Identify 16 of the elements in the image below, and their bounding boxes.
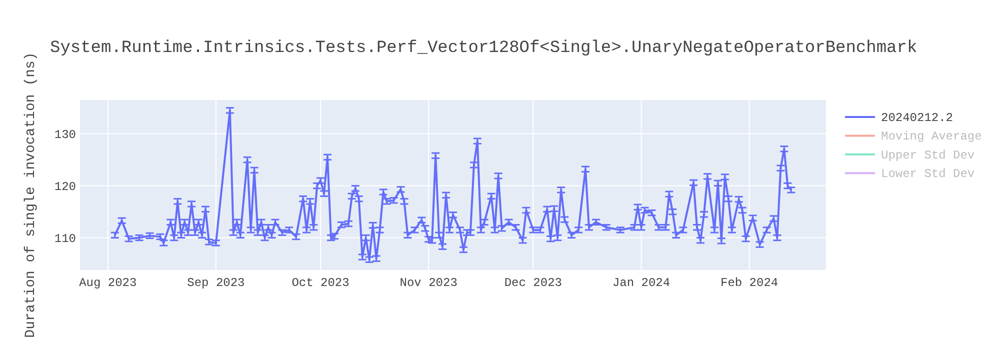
legend-label: Upper Std Dev <box>881 148 975 162</box>
y-tick-label: 110 <box>54 232 76 246</box>
x-tick-label: Oct 2023 <box>292 276 350 290</box>
y-tick-label: 130 <box>54 128 76 142</box>
y-axis-title: Duration of single invocation (ns) <box>23 52 39 338</box>
y-tick-label: 120 <box>54 180 76 194</box>
legend-label: 20240212.2 <box>881 111 954 125</box>
x-tick-label: Feb 2024 <box>720 276 778 290</box>
legend-label: Lower Std Dev <box>881 167 975 182</box>
x-tick-label: Sep 2023 <box>187 276 245 290</box>
legend-label: Moving Average <box>881 130 982 144</box>
x-tick-label: Aug 2023 <box>79 276 137 290</box>
x-tick-label: Dec 2023 <box>504 276 562 290</box>
x-tick-label: Jan 2024 <box>612 276 670 290</box>
chart-title: System.Runtime.Intrinsics.Tests.Perf_Vector128Of<Single>.UnaryNegateOperatorBenchmark <box>50 39 918 58</box>
x-tick-label: Nov 2023 <box>400 276 458 290</box>
